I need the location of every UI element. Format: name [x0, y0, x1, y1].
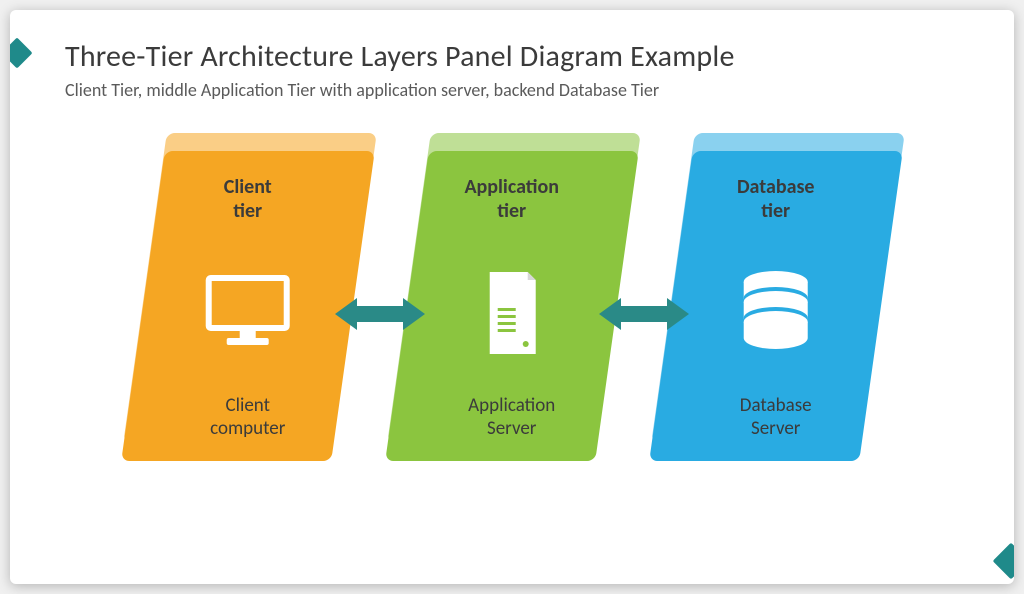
panel-inner-client: Clienttier Clientcomputer — [153, 175, 343, 441]
slide-title: Three-Tier Architecture Layers Panel Dia… — [65, 38, 959, 75]
tier-caption-client: Clientcomputer — [210, 394, 285, 442]
database-icon — [739, 243, 813, 380]
tier-title-client: Clienttier — [224, 175, 272, 223]
slide-subtitle: Client Tier, middle Application Tier wit… — [65, 79, 959, 101]
bidirectional-arrow-icon — [599, 296, 689, 332]
monitor-icon — [205, 243, 291, 380]
tier-caption-application: ApplicationServer — [468, 394, 555, 442]
server-icon — [484, 243, 540, 380]
tier-panel-application: Applicationtier ApplicationServer — [407, 151, 617, 461]
tier-title-database: Databasetier — [737, 175, 815, 223]
tier-title-application: Applicationtier — [464, 175, 559, 223]
tier-panel-client: Clienttier Clientcomputer — [143, 151, 353, 461]
tier-panel-database: Databasetier DatabaseS — [671, 151, 881, 461]
tier-caption-database: DatabaseServer — [740, 394, 812, 442]
panel-inner-database: Databasetier DatabaseS — [681, 175, 871, 441]
three-tier-diagram: Clienttier Clientcomputer — [65, 151, 959, 461]
bidirectional-arrow-icon — [335, 296, 425, 332]
panel-inner-application: Applicationtier ApplicationServer — [417, 175, 607, 441]
accent-shape-left — [10, 37, 33, 68]
slide-container: Three-Tier Architecture Layers Panel Dia… — [10, 10, 1014, 584]
accent-shape-right — [993, 543, 1014, 580]
